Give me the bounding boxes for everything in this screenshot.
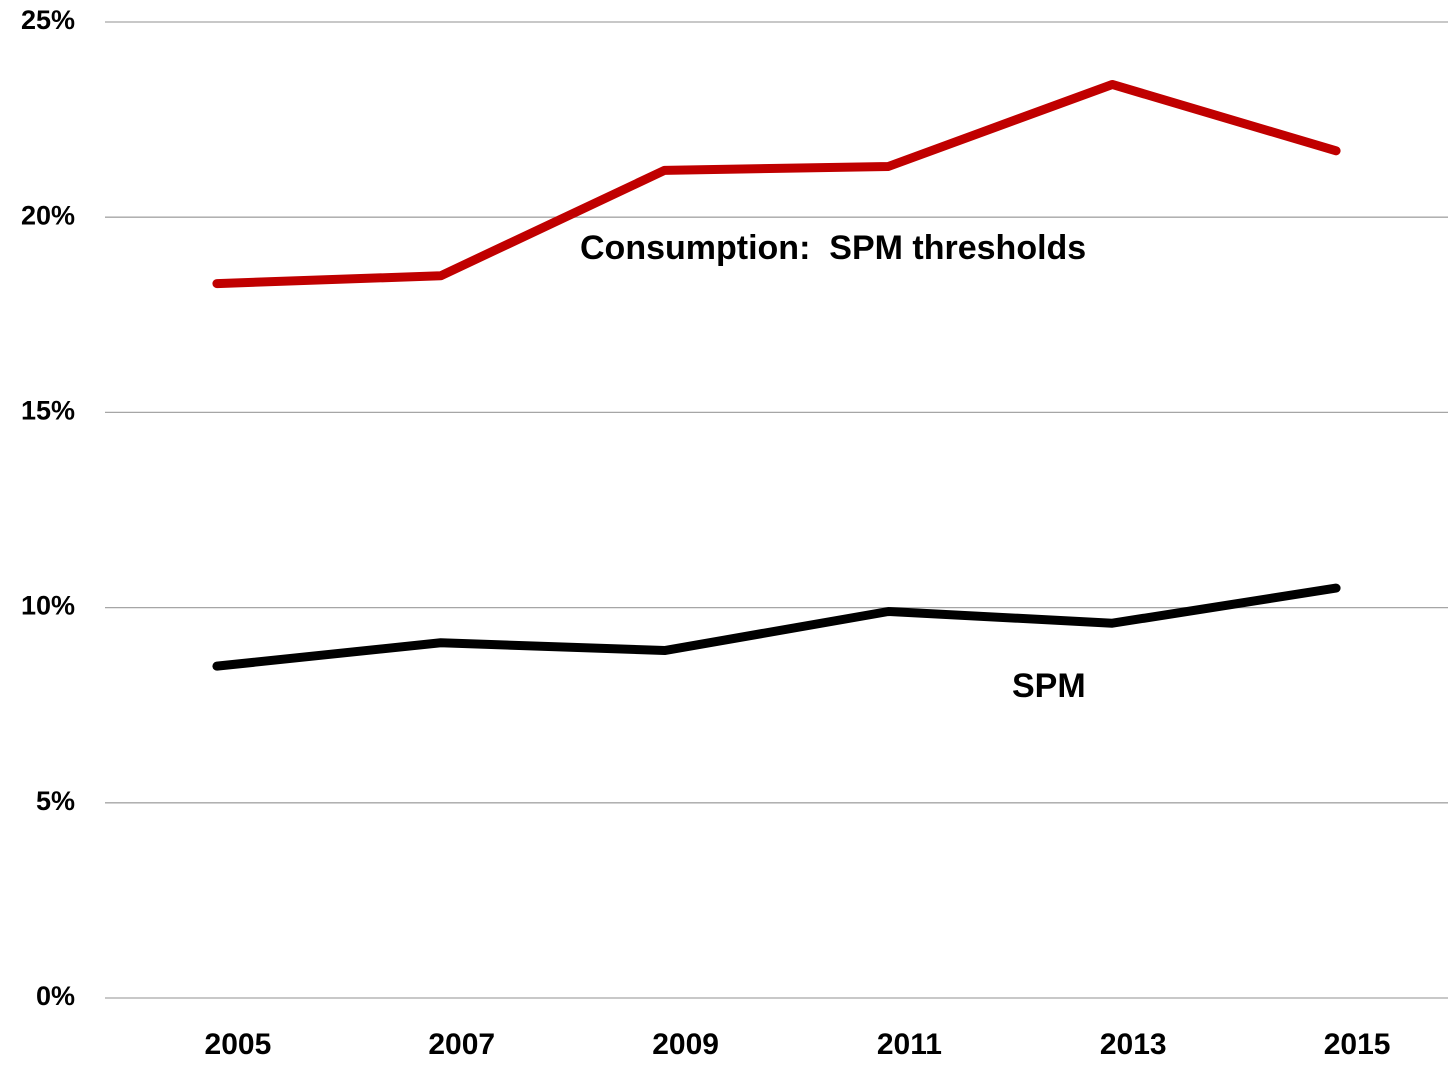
series-line: [212, 583, 1341, 671]
series-label: SPM: [1012, 667, 1086, 705]
y-tick-label: 5%: [36, 786, 75, 816]
y-tick-label: 0%: [36, 981, 75, 1011]
x-tick-label: 2005: [205, 1028, 272, 1061]
x-tick-label: 2011: [877, 1028, 942, 1061]
y-tick-label: 15%: [21, 396, 75, 426]
x-tick-label: 2015: [1324, 1028, 1391, 1061]
y-tick-label: 25%: [21, 5, 75, 35]
x-tick-label: 2007: [428, 1028, 495, 1061]
series-line: [212, 79, 1341, 289]
y-tick-label: 10%: [21, 591, 75, 621]
series-label: Consumption: SPM thresholds: [580, 229, 1086, 267]
x-tick-label: 2013: [1100, 1028, 1167, 1061]
y-tick-label: 20%: [21, 200, 75, 230]
x-tick-label: 2009: [652, 1028, 719, 1061]
